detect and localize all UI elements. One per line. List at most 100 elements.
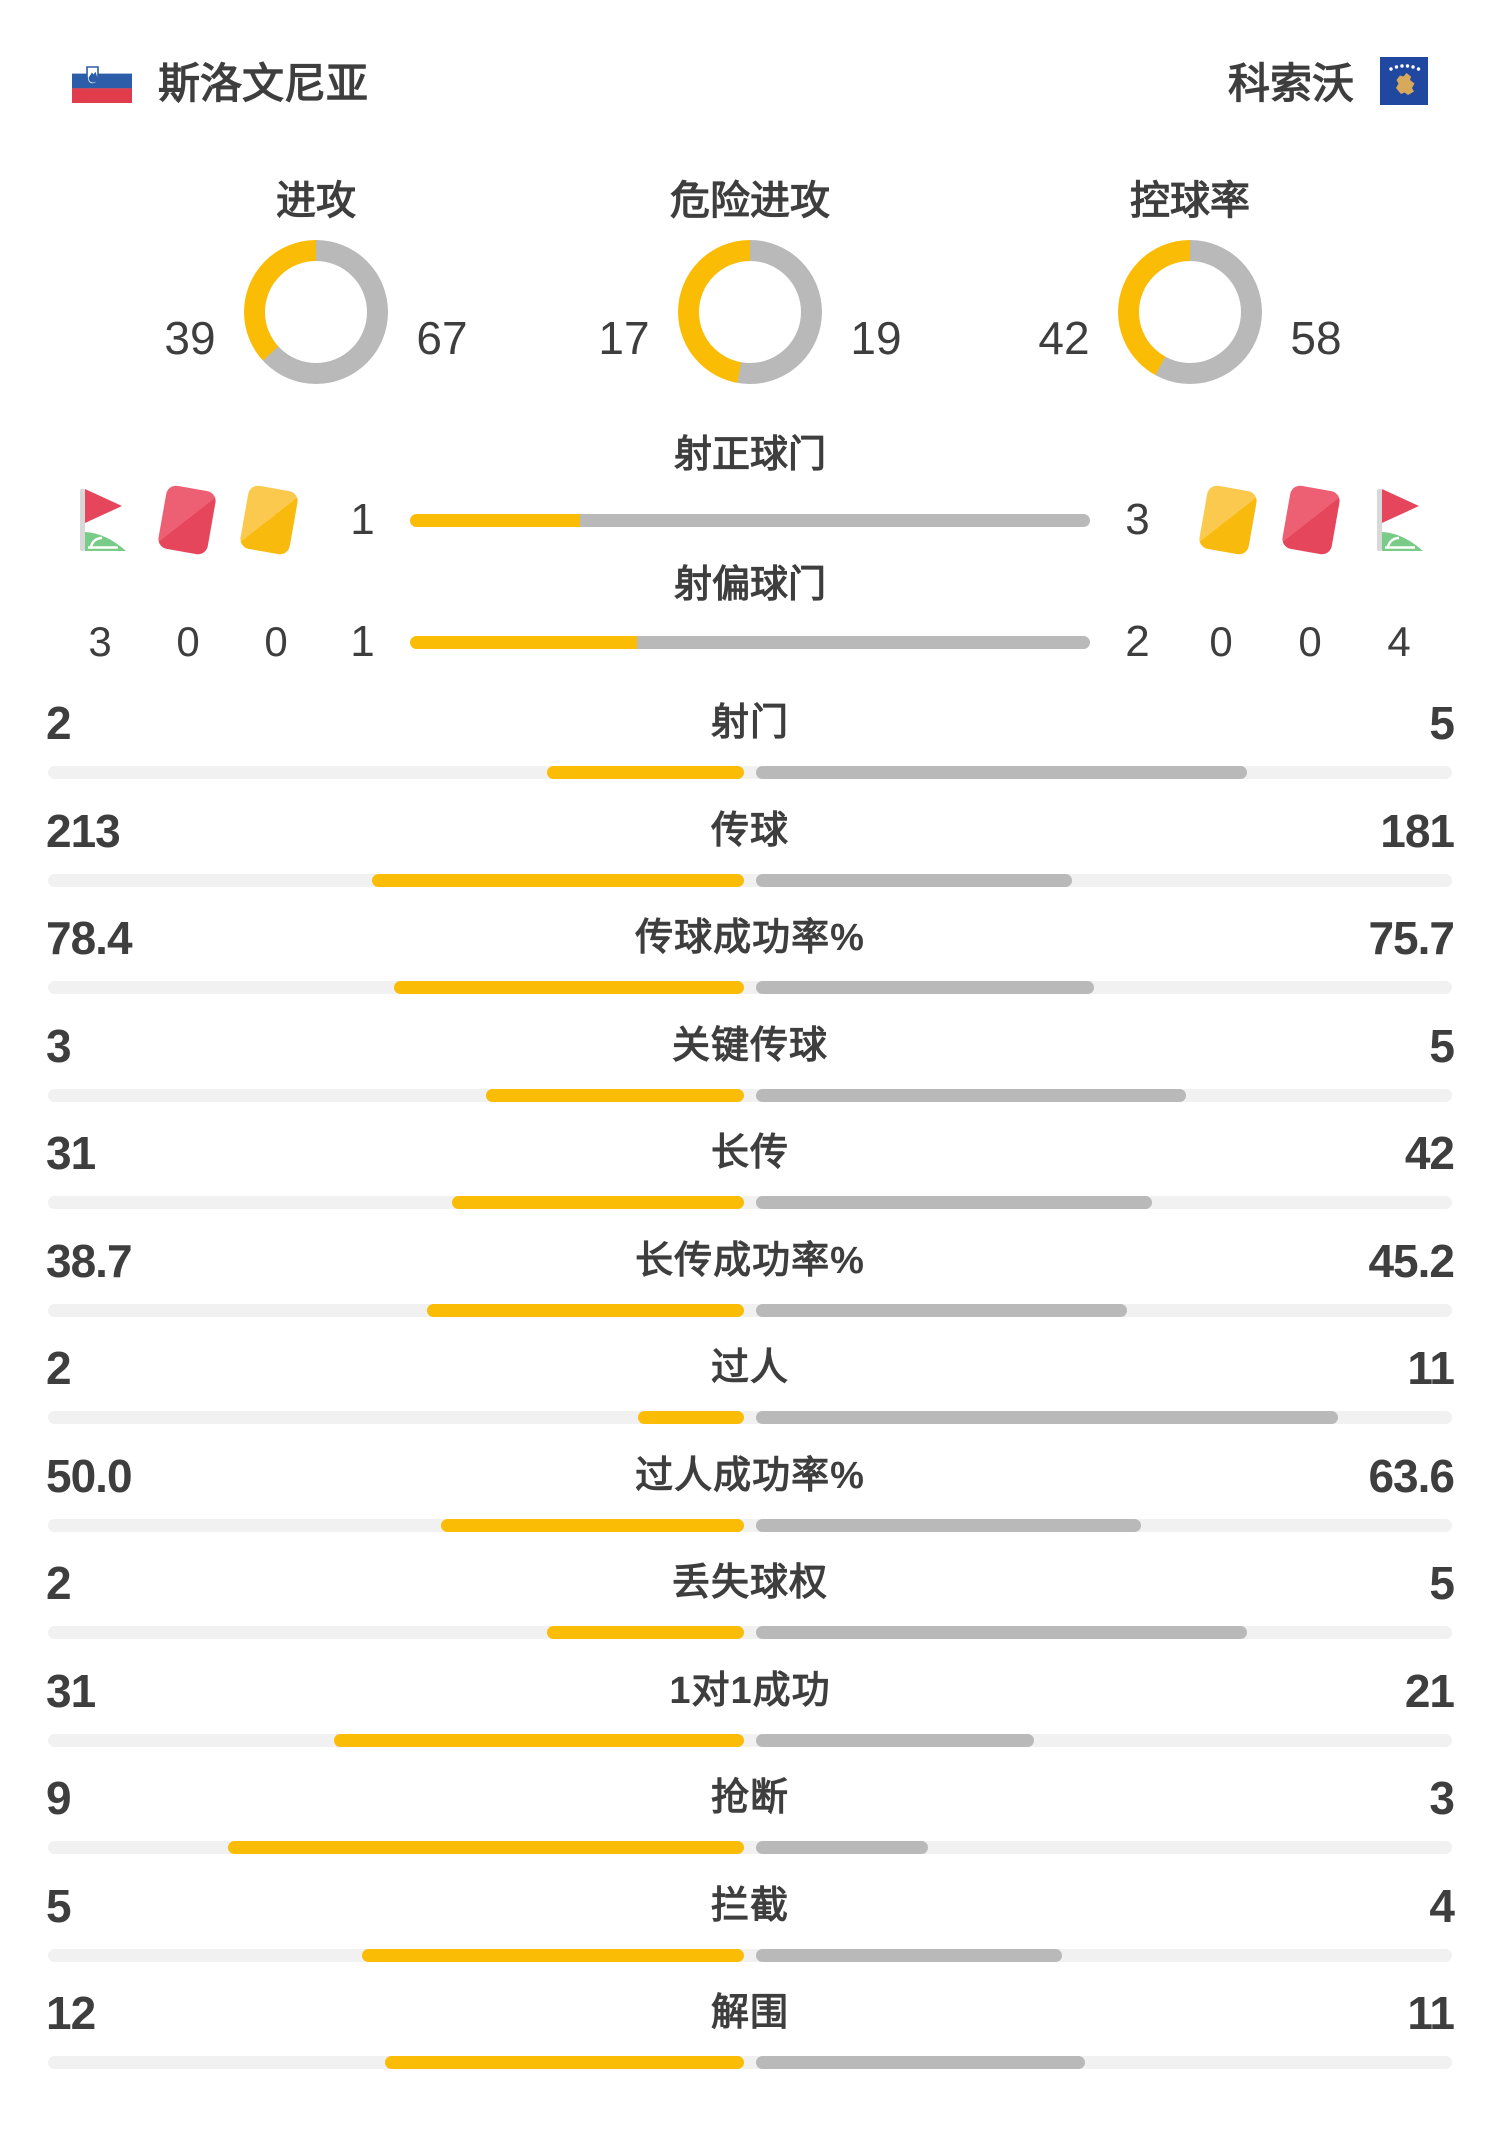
home-bar-fill	[410, 513, 580, 527]
stat-row-pass-success-rate: 78.4 传球成功率% 75.7	[0, 885, 1500, 994]
away-bar-fill	[756, 1626, 1248, 1639]
stat-home-value: 31	[46, 1127, 96, 1179]
away-bar-fill	[756, 1733, 1034, 1747]
shots-on-target-home-value: 1	[350, 495, 375, 544]
stat-home-value: 3	[46, 1019, 72, 1072]
stat-label-interceptions: 拦截	[710, 1884, 789, 1927]
yellow-card-icon	[1197, 484, 1259, 556]
stat-away-value: 3	[1429, 1772, 1455, 1824]
stat-label-dribbles: 过人	[710, 1347, 789, 1389]
away-bar-fill	[756, 1196, 1152, 1209]
away-bar-fill	[756, 766, 1248, 779]
away-corners-count: 4	[1387, 618, 1411, 665]
stat-bar-one-on-one-won	[48, 1733, 1452, 1747]
donut-title-dangerous-attacks: 危险进攻	[670, 179, 830, 223]
donut-chart-possession	[1118, 240, 1262, 384]
shots-on-target-bar	[410, 513, 1090, 527]
stat-bar-long-ball-success-rate	[48, 1303, 1452, 1317]
stat-away-value: 181	[1380, 804, 1455, 857]
stat-home-value: 38.7	[46, 1234, 133, 1287]
away-cards-counts: 0 0 4	[1185, 618, 1465, 666]
stat-home-value: 213	[46, 804, 121, 857]
stat-bar-key-passes	[48, 1088, 1452, 1102]
stat-label-long-balls: 长传	[710, 1132, 789, 1174]
donut-hole	[699, 261, 801, 363]
stat-home-value: 2	[46, 697, 72, 749]
stat-row-key-passes: 3 关键传球 5	[0, 993, 1500, 1102]
stat-away-value: 21	[1404, 1664, 1455, 1717]
home-bar-fill	[451, 1196, 744, 1209]
stat-bar-interceptions	[48, 1948, 1452, 1962]
donut-home-value: 42	[1038, 312, 1090, 364]
away-yellow-cards-count: 0	[1209, 618, 1233, 665]
home-bar-fill	[426, 1303, 744, 1317]
shots-section: 射正球门 1 3	[0, 430, 1500, 674]
stat-bar-clearances	[48, 2056, 1452, 2069]
home-bar-fill	[547, 1626, 744, 1639]
match-header: 斯洛文尼亚 科索沃	[0, 50, 1500, 111]
donut-group-dangerous-attacks: 危险进攻 17 19	[535, 178, 965, 384]
stat-label-key-passes: 关键传球	[671, 1024, 828, 1067]
home-bar-fill	[441, 1518, 744, 1532]
away-bar-fill	[756, 1518, 1142, 1532]
shots-off-target-title: 射偏球门	[673, 564, 826, 606]
away-bar-fill	[756, 1411, 1339, 1424]
away-bar-fill	[756, 1948, 1062, 1962]
donut-chart-dangerous-attacks	[678, 240, 822, 384]
stat-away-value: 45.2	[1368, 1234, 1455, 1287]
stat-away-value: 11	[1407, 1342, 1455, 1394]
home-team-name: 斯洛文尼亚	[158, 60, 369, 107]
donut-home-value: 39	[164, 312, 216, 364]
home-yellow-cards-count: 0	[264, 618, 288, 665]
stat-away-value: 5	[1429, 697, 1455, 749]
stat-label-long-ball-success-rate: 长传成功率%	[635, 1239, 865, 1282]
donut-away-value: 58	[1290, 312, 1342, 364]
stat-away-value: 42	[1404, 1127, 1455, 1179]
stat-away-value: 4	[1429, 1879, 1455, 1932]
red-card-icon	[156, 484, 218, 556]
stat-bar-possession-lost	[48, 1626, 1452, 1639]
stat-away-value: 63.6	[1368, 1449, 1455, 1502]
stat-bar-tackles	[48, 1841, 1452, 1854]
stat-home-value: 12	[46, 1987, 96, 2039]
away-bar-fill	[756, 1841, 928, 1854]
shots-on-target-row: 1 3	[0, 480, 1500, 560]
stat-bar-passes	[48, 873, 1452, 887]
home-cards-icons	[35, 484, 315, 556]
stat-row-long-ball-success-rate: 38.7 长传成功率% 45.2	[0, 1208, 1500, 1317]
home-bar-fill	[372, 873, 744, 887]
stat-bar-shots	[48, 766, 1452, 779]
stat-label-clearances: 解围	[710, 1992, 789, 2034]
away-bar-fill	[756, 2056, 1085, 2069]
home-bar-fill	[547, 766, 744, 779]
donut-group-attacks: 进攻 39 67	[101, 178, 531, 384]
stat-label-pass-success-rate: 传球成功率%	[635, 917, 865, 959]
home-bar-fill	[385, 2056, 744, 2069]
away-cards-icons	[1185, 484, 1465, 556]
stat-bar-long-balls	[48, 1196, 1452, 1209]
stat-row-dribbles: 2 过人 11	[0, 1315, 1500, 1424]
stat-bar-dribbles	[48, 1411, 1452, 1424]
home-bar-fill	[393, 981, 744, 994]
stat-home-value: 31	[46, 1664, 96, 1717]
stat-label-dribble-success-rate: 过人成功率%	[635, 1454, 865, 1497]
home-bar-fill	[485, 1088, 744, 1102]
stats-list: 2 射门 5 213 传球 181 78.4 传球成功率% 75.7 3 关键传球 5 31 长传 42 38…	[0, 670, 1500, 2069]
stat-row-one-on-one-won: 31 1对1成功 21	[0, 1638, 1500, 1747]
stat-home-value: 50.0	[46, 1449, 133, 1502]
stat-row-tackles: 9 抢断 3	[0, 1745, 1500, 1854]
stat-home-value: 5	[46, 1879, 72, 1932]
donut-away-value: 19	[850, 312, 902, 364]
away-bar-fill	[756, 1088, 1187, 1102]
donut-group-possession: 控球率 42 58	[975, 178, 1405, 384]
stat-bar-dribble-success-rate	[48, 1518, 1452, 1532]
home-bar-fill	[361, 1948, 744, 1962]
shots-off-target-row: 3 0 0 1 2 0 0 4	[0, 610, 1500, 674]
home-corners-count: 3	[88, 618, 112, 665]
home-bar-fill	[228, 1841, 744, 1854]
donut-hole	[265, 261, 367, 363]
shots-on-target-away-value: 3	[1125, 495, 1150, 544]
stat-row-possession-lost: 2 丢失球权 5	[0, 1530, 1500, 1639]
stat-home-value: 2	[46, 1557, 72, 1609]
stat-away-value: 5	[1429, 1019, 1455, 1072]
